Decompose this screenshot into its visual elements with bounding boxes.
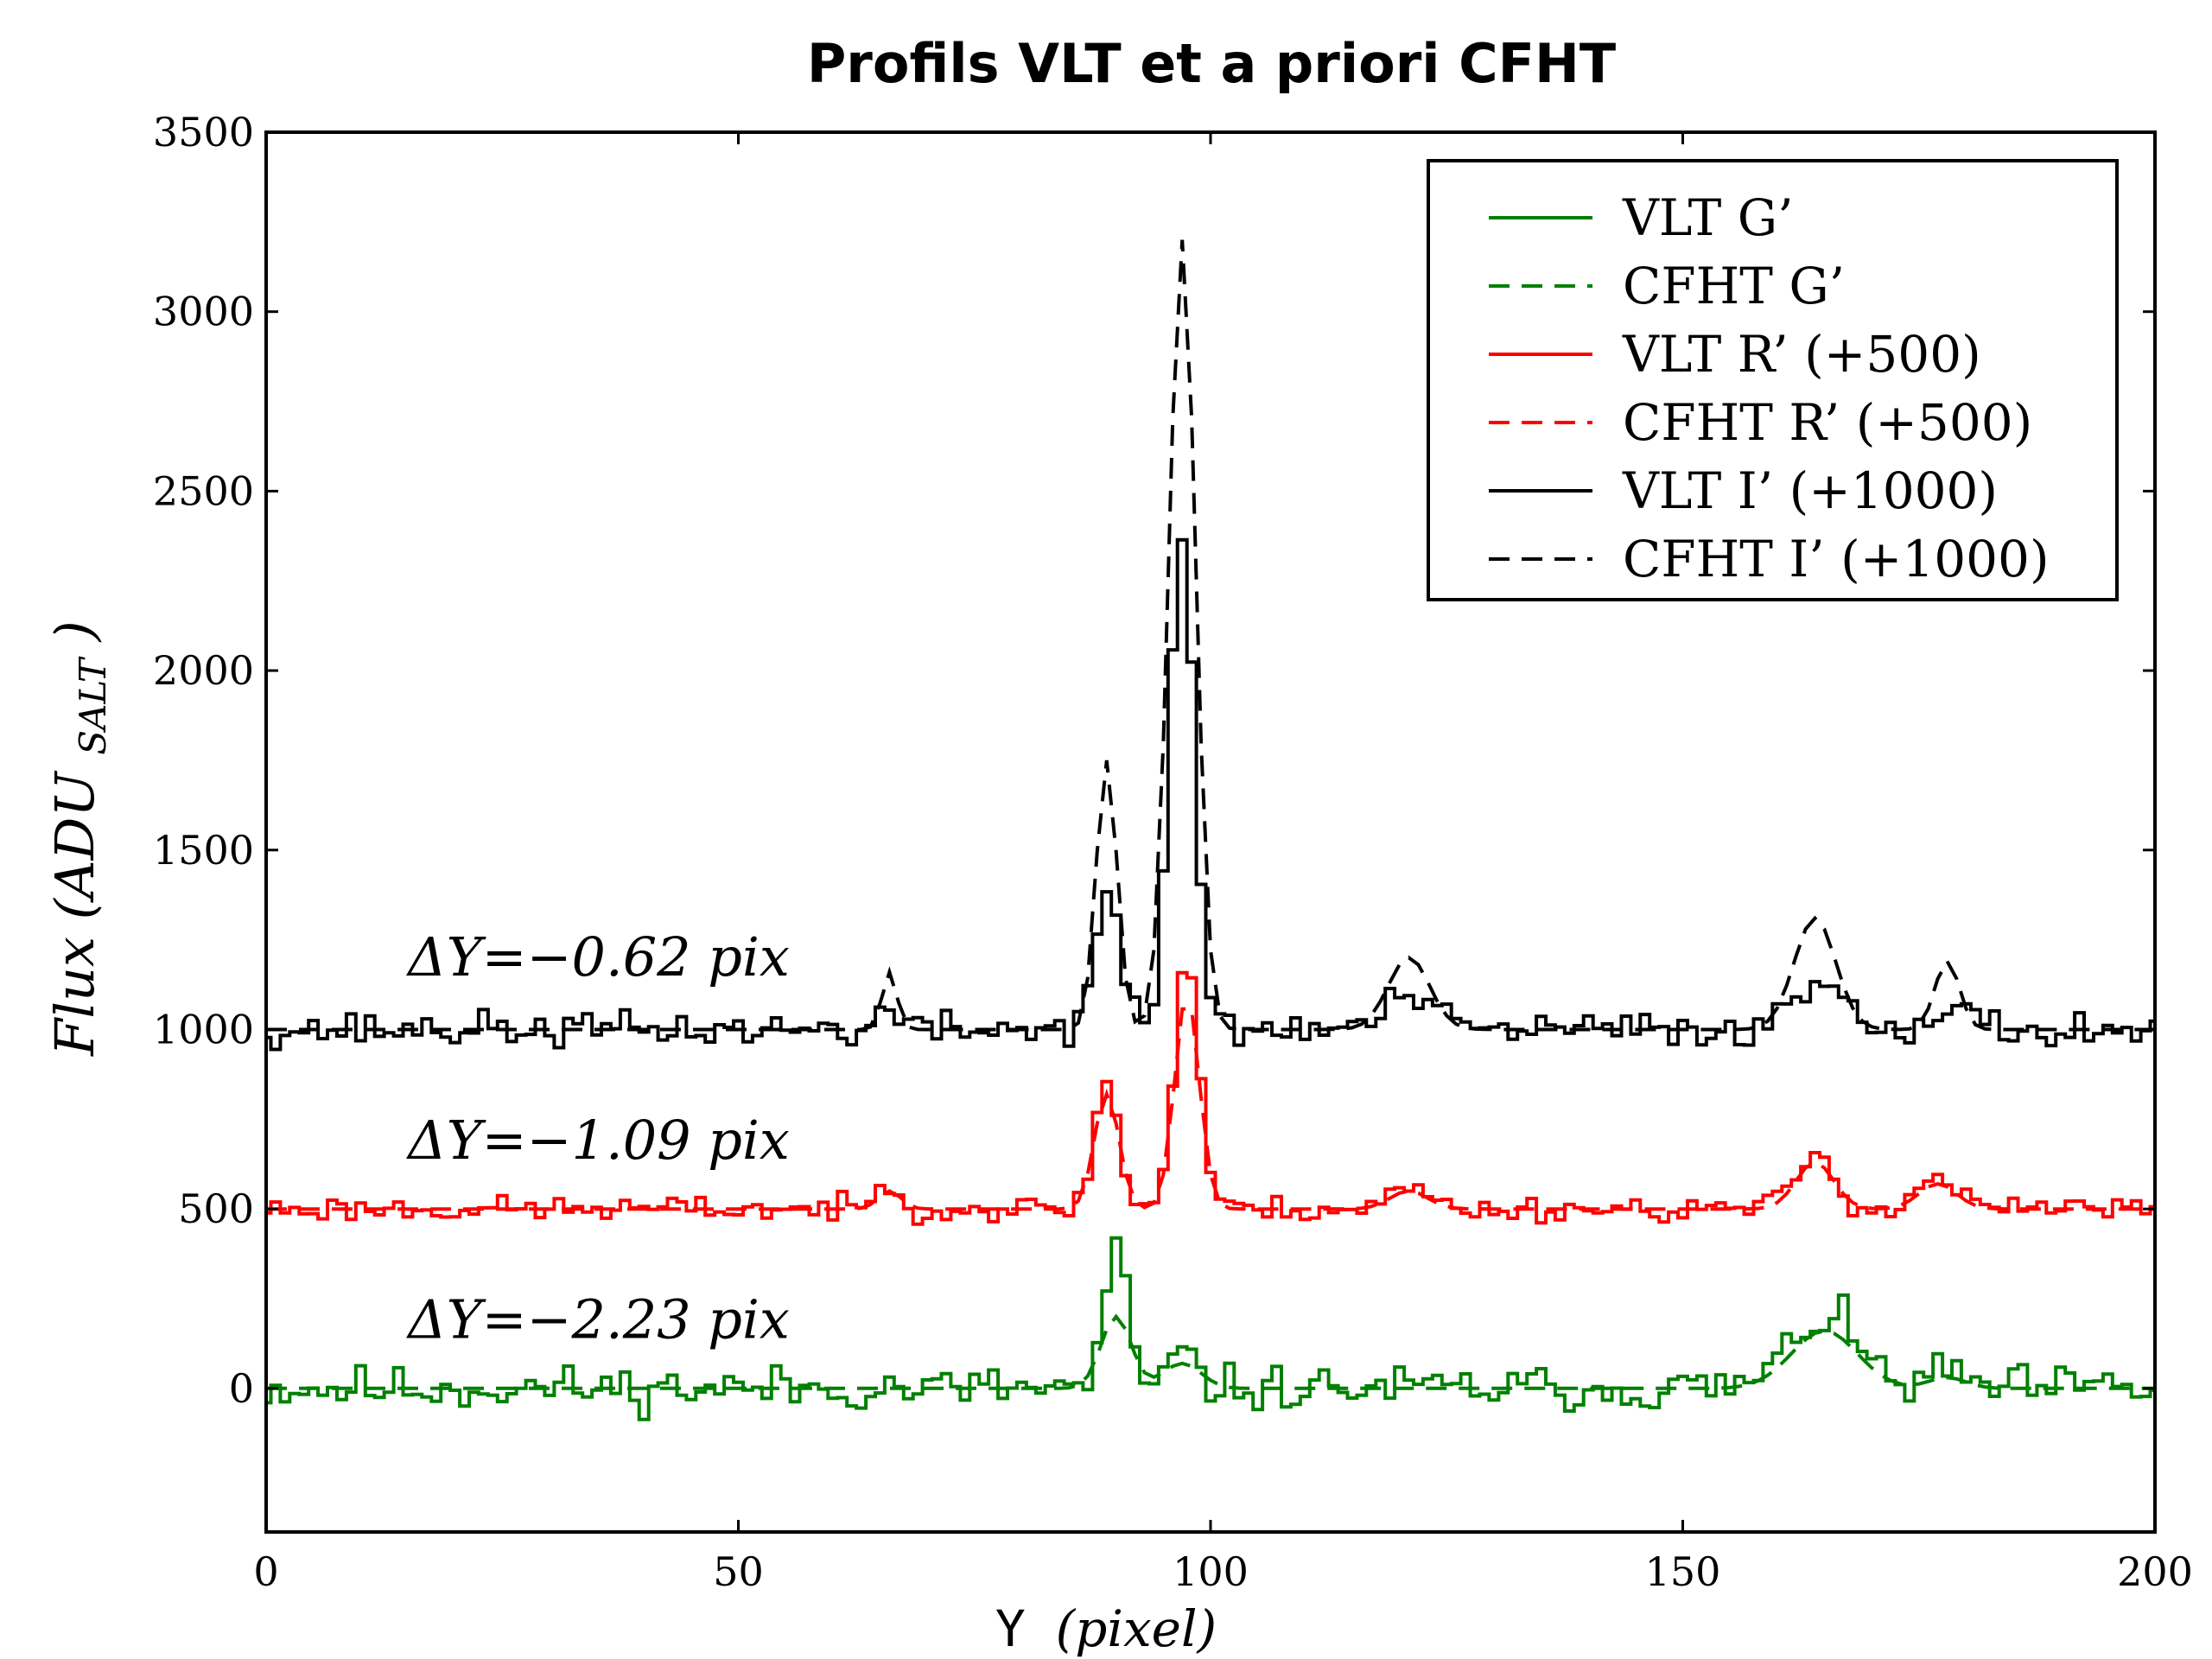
x-axis-label: Y (pixel) bbox=[995, 1599, 1217, 1658]
y-tick-label: 2000 bbox=[153, 647, 254, 694]
series-line-0 bbox=[266, 1236, 2155, 1421]
x-tick-label: 50 bbox=[713, 1548, 764, 1595]
y-axis-unit-close: ) bbox=[43, 620, 106, 643]
y-axis-label-text: Flux bbox=[43, 937, 106, 1057]
y-tick-label: 0 bbox=[229, 1365, 254, 1412]
annotation-delta: ΔY=−1.09 bbox=[406, 1109, 708, 1172]
x-tick-label: 150 bbox=[1645, 1548, 1721, 1595]
annotation-unit: pix bbox=[708, 1109, 790, 1172]
offset-annotation: ΔY=−2.23 pix bbox=[406, 1288, 790, 1351]
offset-annotation: ΔY=−1.09 pix bbox=[406, 1109, 790, 1172]
legend-label: VLT R’ (+500) bbox=[1622, 325, 1981, 384]
x-tick-label: 200 bbox=[2117, 1548, 2193, 1595]
series-line-3 bbox=[266, 1007, 2155, 1211]
series-line-2 bbox=[266, 970, 2155, 1226]
x-axis-unit: (pixel) bbox=[1056, 1599, 1217, 1658]
y-tick-label: 1000 bbox=[153, 1006, 254, 1052]
y-tick-label: 500 bbox=[178, 1185, 254, 1232]
y-tick-label: 1500 bbox=[153, 827, 254, 874]
series-line-5 bbox=[266, 239, 2155, 1032]
legend-box bbox=[1427, 159, 2119, 601]
y-axis-label: Flux (ADU SALT ) bbox=[43, 620, 118, 1057]
series-line-4 bbox=[266, 537, 2155, 1052]
legend: VLT G’ CFHT G’ VLT R’ (+500) CFHT R’ (+500)… bbox=[1427, 159, 2119, 601]
legend-label: CFHT I’ (+1000) bbox=[1623, 530, 2050, 588]
y-axis-unit-subscript: SALT bbox=[72, 656, 114, 755]
annotation-delta: ΔY=−2.23 bbox=[406, 1288, 708, 1351]
x-axis-label-text: Y bbox=[995, 1599, 1026, 1658]
y-tick-label: 3000 bbox=[153, 289, 254, 335]
chart-title: Profils VLT et a priori CFHT bbox=[807, 32, 1616, 95]
x-tick-label: 0 bbox=[253, 1548, 278, 1595]
y-axis-unit: (ADU bbox=[43, 771, 106, 920]
x-tick-label: 100 bbox=[1173, 1548, 1249, 1595]
annotation-unit: pix bbox=[708, 1288, 790, 1351]
annotation-delta: ΔY=−0.62 bbox=[406, 925, 708, 988]
y-tick-label: 3500 bbox=[153, 109, 254, 156]
legend-label: VLT G’ bbox=[1622, 188, 1794, 247]
legend-label: CFHT R’ (+500) bbox=[1623, 393, 2032, 452]
y-tick-label: 2500 bbox=[153, 467, 254, 514]
legend-label: VLT I’ (+1000) bbox=[1622, 461, 1998, 520]
legend-label: CFHT G’ bbox=[1623, 257, 1845, 315]
series-line-1 bbox=[266, 1313, 2155, 1390]
annotation-unit: pix bbox=[708, 925, 790, 988]
offset-annotation: ΔY=−0.62 pix bbox=[406, 925, 790, 988]
